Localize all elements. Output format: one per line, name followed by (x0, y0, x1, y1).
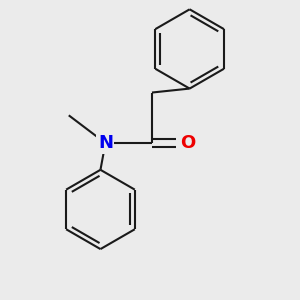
Text: N: N (98, 134, 113, 152)
Text: O: O (180, 134, 195, 152)
